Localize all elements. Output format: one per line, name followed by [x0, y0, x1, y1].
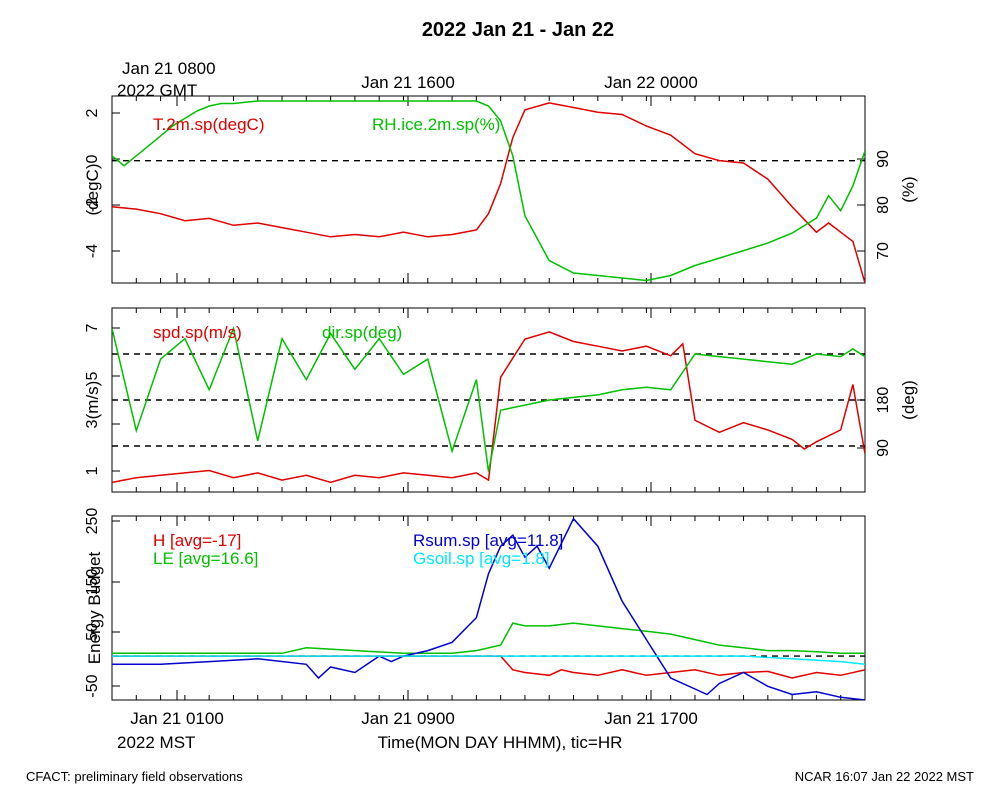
panel-wind: 7 5 3 1 180 90 (m/s) (deg) spd.sp(m/s) dir.sp(deg… — [83, 307, 918, 493]
y-axis-title-left: (degC) — [83, 164, 102, 216]
y-tick-label-left: -2 — [84, 198, 101, 212]
series-line-1 — [112, 325, 865, 472]
gmt-label-mid: Jan 21 1600 — [361, 73, 455, 92]
y-tick-label-left: 3 — [84, 419, 101, 428]
series-line-0 — [112, 331, 865, 484]
series-line-2 — [112, 517, 865, 700]
mst-label-mid: Jan 21 0900 — [361, 709, 455, 728]
y-tick-label-left: 1 — [84, 466, 101, 475]
footer-right: NCAR 16:07 Jan 22 2022 MST — [795, 769, 974, 784]
gmt-label-start: Jan 21 0800 — [122, 59, 216, 78]
legend-entry: spd.sp(m/s) — [153, 323, 242, 342]
panel-energy-budget: 250 150 50 -50 Energy Budget H [avg=-17]LE [a… — [84, 508, 866, 701]
y-tick-label-right: 90 — [875, 439, 892, 457]
legend-entry: RH.ice.2m.sp(%) — [372, 115, 500, 134]
plot-frame — [111, 515, 866, 701]
x-axis-title: Time(MON DAY HHMM), tic=HR — [378, 733, 623, 752]
y-axis-title-left: (m/s) — [83, 381, 102, 420]
y-tick-label-right: 80 — [875, 196, 892, 214]
y-axis-title-left: Energy Budget — [85, 551, 104, 664]
y-tick-label-left: 5 — [84, 371, 101, 380]
legend-entry: LE [avg=16.6] — [153, 549, 258, 568]
y-tick-label-right: 90 — [875, 150, 892, 168]
plot-frame — [111, 95, 866, 284]
y-tick-label-left: 250 — [84, 508, 101, 535]
series-line-0 — [112, 102, 865, 283]
gmt-label-year: 2022 GMT — [117, 81, 197, 100]
y-axis-title-right: (%) — [899, 176, 918, 202]
chart-title: 2022 Jan 21 - Jan 22 — [422, 19, 614, 41]
y-tick-label-left: -50 — [84, 674, 101, 697]
y-tick-label-left: 0 — [84, 154, 101, 163]
mst-label-start: Jan 21 0100 — [130, 709, 224, 728]
legend-entry: dir.sp(deg) — [322, 323, 402, 342]
y-tick-label-left: -4 — [84, 244, 101, 258]
legend-entry: T.2m.sp(degC) — [153, 115, 264, 134]
y-tick-label-left: 150 — [84, 569, 101, 596]
y-tick-label-right: 70 — [875, 242, 892, 260]
legend-entry: H [avg=-17] — [153, 531, 241, 550]
mst-label-year: 2022 MST — [117, 733, 195, 752]
legend-entry: Rsum.sp [avg=11.8] — [413, 531, 563, 550]
y-tick-label-left: 7 — [84, 323, 101, 332]
y-axis-title-right: (deg) — [899, 380, 918, 420]
mst-label-right: Jan 21 1700 — [604, 709, 698, 728]
gmt-label-right: Jan 22 0000 — [604, 73, 698, 92]
panel-temperature-rh: 2 0 -2 -4 90 80 70 (degC) (%) T.2m.sp(degC) RH.ice… — [83, 95, 918, 284]
series-line-1 — [112, 622, 865, 655]
y-tick-label-left: 2 — [84, 108, 101, 117]
y-tick-label-right: 180 — [875, 387, 892, 414]
series-line-3 — [112, 655, 865, 666]
series-line-0 — [112, 655, 865, 679]
legend-entry: Gsoil.sp [avg=1.8] — [413, 549, 550, 568]
y-tick-label-left: 50 — [84, 623, 101, 641]
series-line-1 — [112, 100, 865, 282]
footer-left: CFACT: preliminary field observations — [26, 769, 243, 784]
